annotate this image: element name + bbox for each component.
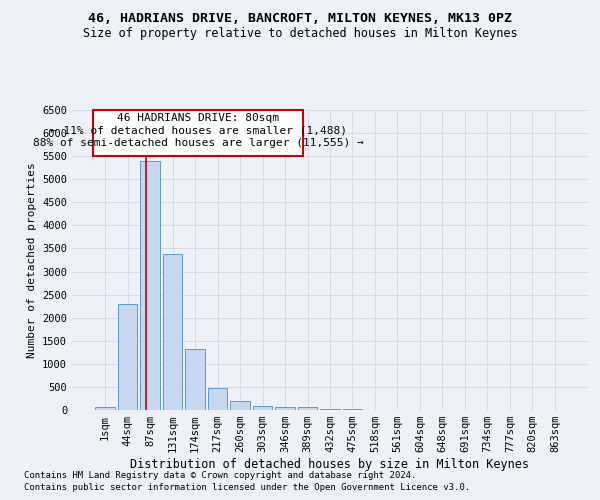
Bar (320, 408, 340, 410)
Bar (298, 408, 317, 410)
Bar (118, 304, 137, 410)
Text: 88% of semi-detached houses are larger (11,555) →: 88% of semi-detached houses are larger (… (33, 138, 364, 148)
Bar (140, 161, 160, 410)
Bar (185, 349, 205, 410)
X-axis label: Distribution of detached houses by size in Milton Keynes: Distribution of detached houses by size … (131, 458, 530, 471)
Text: 46 HADRIANS DRIVE: 80sqm: 46 HADRIANS DRIVE: 80sqm (117, 113, 279, 123)
Bar (163, 254, 182, 410)
Text: 46, HADRIANS DRIVE, BANCROFT, MILTON KEYNES, MK13 0PZ: 46, HADRIANS DRIVE, BANCROFT, MILTON KEY… (88, 12, 512, 26)
Bar (230, 401, 250, 410)
Bar (275, 408, 295, 410)
Text: Contains HM Land Registry data © Crown copyright and database right 2024.: Contains HM Land Registry data © Crown c… (24, 471, 416, 480)
Bar (343, 409, 362, 410)
Text: Contains public sector information licensed under the Open Government Licence v3: Contains public sector information licen… (24, 484, 470, 492)
Y-axis label: Number of detached properties: Number of detached properties (26, 162, 37, 358)
Bar (208, 388, 227, 410)
Bar (253, 406, 272, 410)
Bar (95, 406, 115, 410)
Text: Size of property relative to detached houses in Milton Keynes: Size of property relative to detached ho… (83, 28, 517, 40)
FancyBboxPatch shape (94, 110, 303, 156)
Text: ← 11% of detached houses are smaller (1,488): ← 11% of detached houses are smaller (1,… (50, 126, 347, 136)
